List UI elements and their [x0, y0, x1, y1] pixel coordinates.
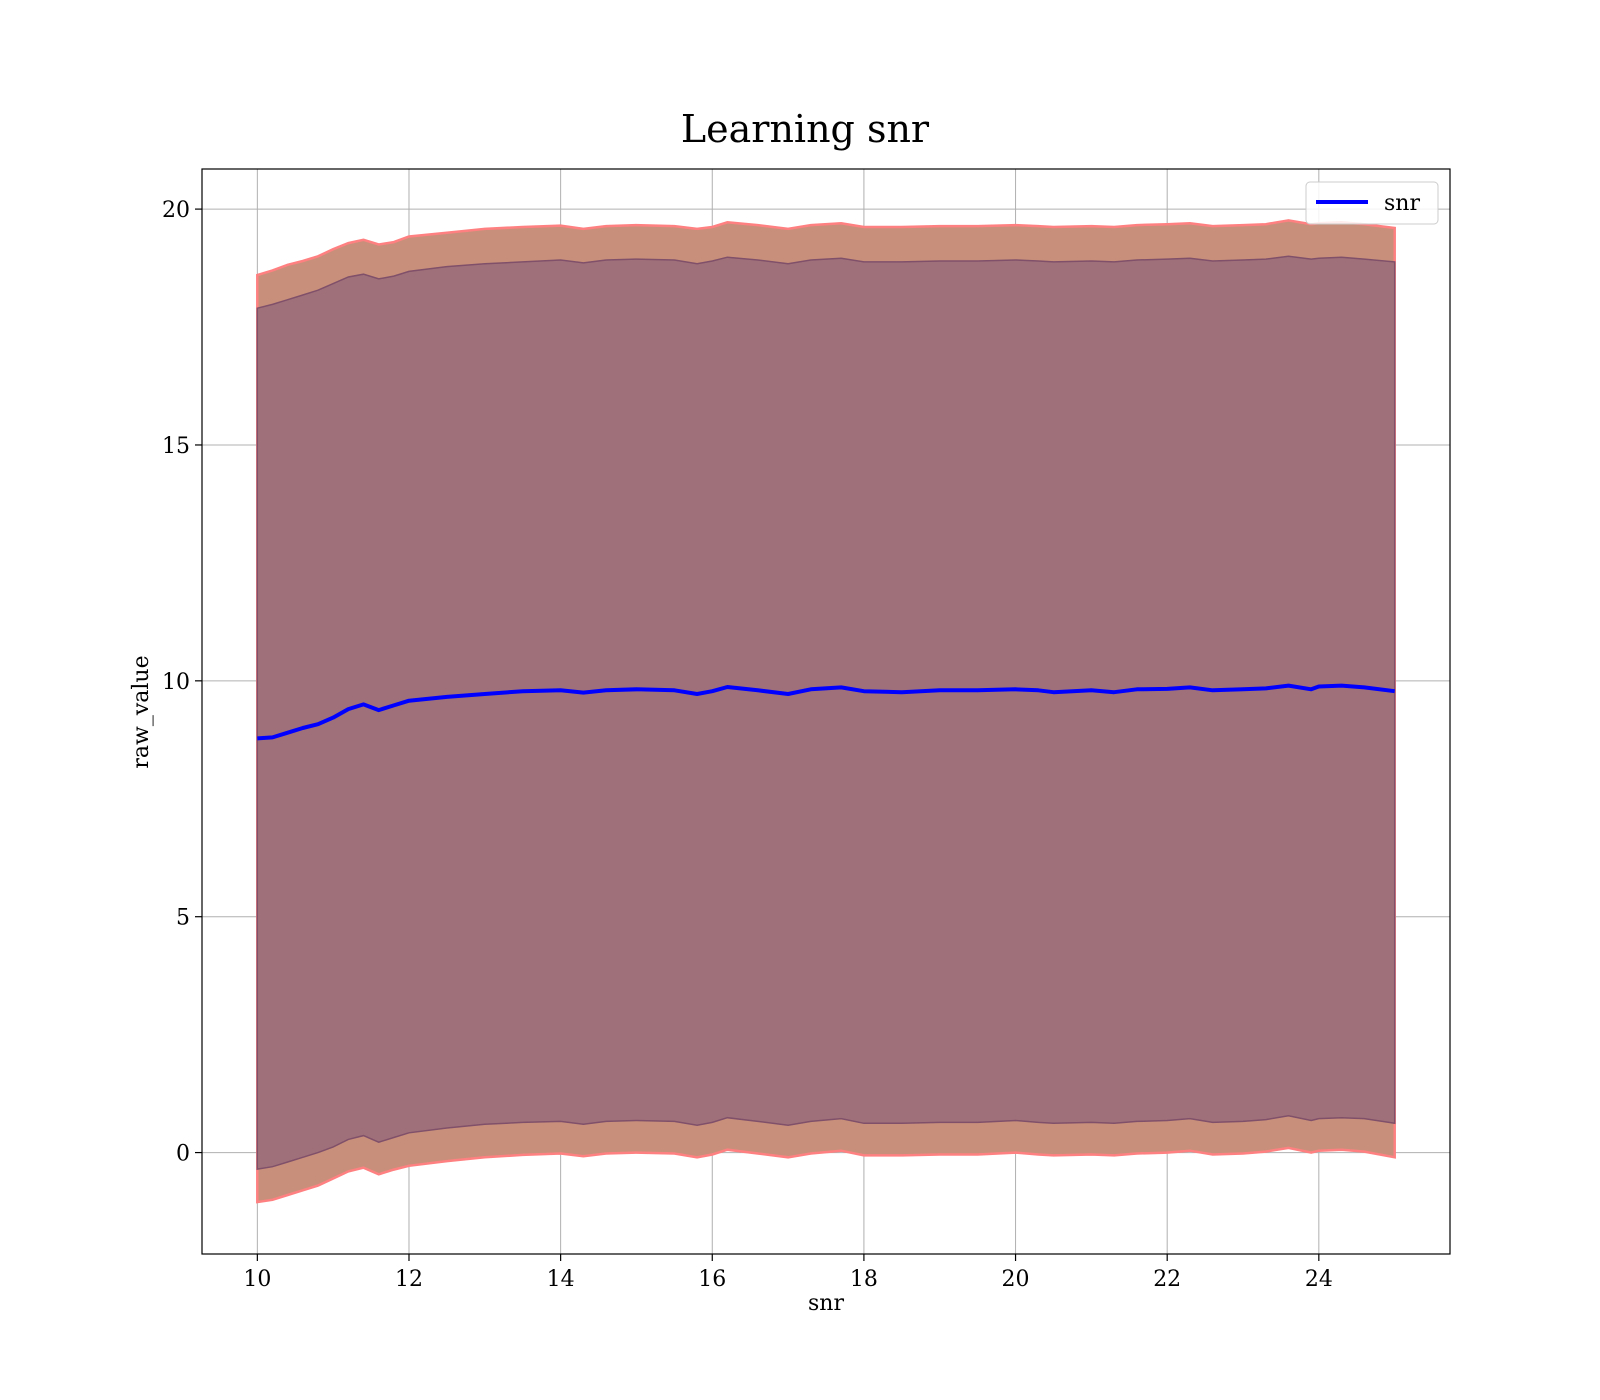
legend-box: [1305, 181, 1439, 225]
x-tick-label: 20: [1002, 1267, 1030, 1292]
inner-band: [256, 255, 1396, 1170]
chart-title: Learning snr: [681, 107, 930, 151]
ticks: 10 12 14 16 18 20 22 24 0 5 10 15 20: [162, 198, 1333, 1292]
y-tick-label: 20: [162, 198, 190, 223]
x-axis-label: snr: [808, 1291, 844, 1316]
confidence-bands: [256, 219, 1396, 1204]
y-tick-label: 10: [162, 670, 190, 695]
x-tick-label: 16: [698, 1267, 726, 1292]
legend-label-snr: snr: [1384, 191, 1420, 216]
x-tick-label: 12: [395, 1267, 423, 1292]
legend: snr: [1305, 181, 1439, 225]
y-tick-label: 0: [176, 1142, 190, 1167]
series-line-snr: [257, 683, 1395, 741]
x-tick-label: 18: [850, 1267, 878, 1292]
y-tick-label: 15: [162, 434, 190, 459]
x-tick-label: 14: [547, 1267, 575, 1292]
x-tick-label: 24: [1305, 1267, 1333, 1292]
x-tick-label: 22: [1153, 1267, 1181, 1292]
plot-frame: [201, 168, 1451, 1255]
x-tick-label: 10: [243, 1267, 271, 1292]
series-lines: [257, 683, 1395, 741]
y-axis-label: raw_value: [129, 655, 154, 768]
y-tick-label: 5: [176, 906, 190, 931]
